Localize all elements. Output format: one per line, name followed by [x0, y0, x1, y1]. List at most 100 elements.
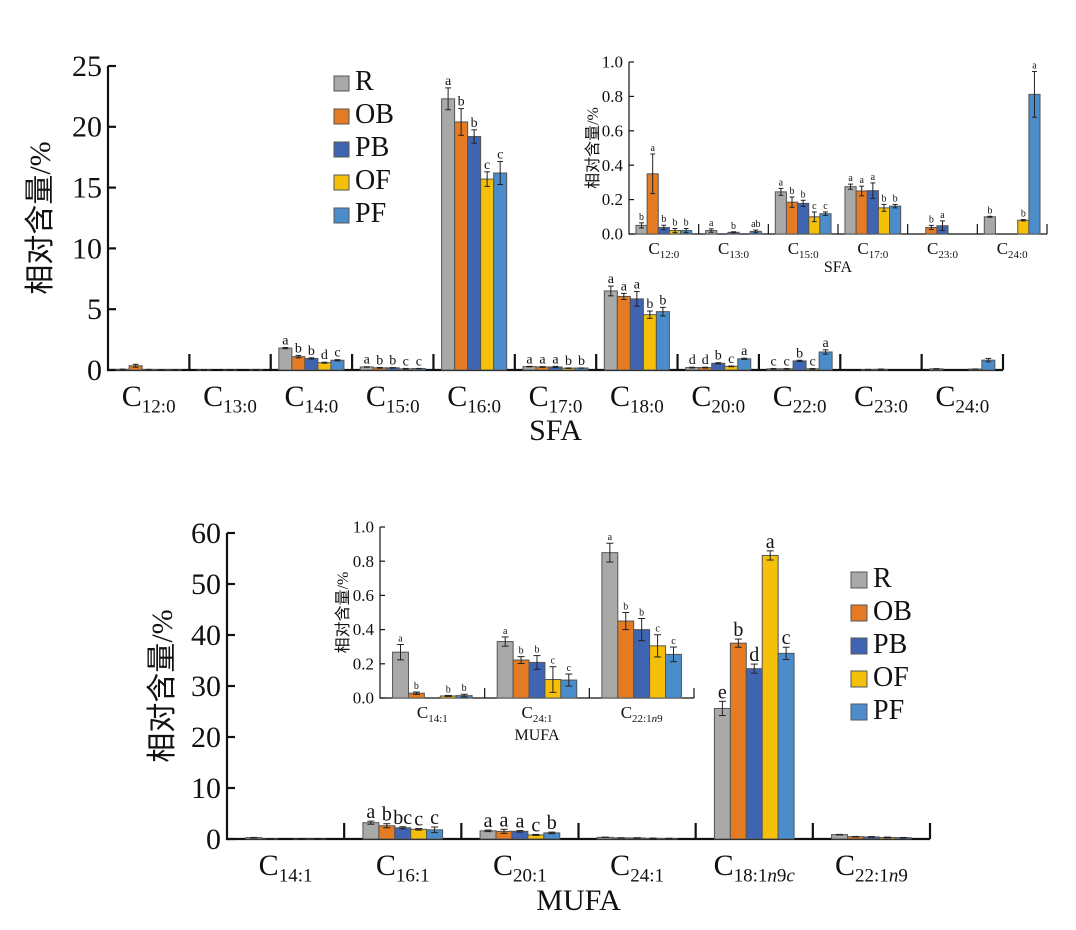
bar-of [761, 554, 779, 840]
x-tick-label-base: C [835, 849, 855, 882]
significance-letter: c [551, 656, 556, 667]
significance-letter: b [458, 95, 465, 110]
significance-letter: c [823, 201, 828, 212]
significance-letter: a [539, 353, 546, 368]
x-tick-label-subscript: 24:0 [955, 397, 989, 418]
x-tick-label-subscript: 24:0 [1008, 249, 1028, 261]
y-tick-label: 0.4 [353, 620, 375, 639]
significance-letter: b [471, 116, 478, 131]
bar-ob [855, 190, 868, 235]
legend-label-pb: PB [355, 132, 389, 163]
significance-letter: c [728, 352, 734, 367]
x-axis-label: MUFA [514, 727, 559, 744]
x-tick-label-base: C [788, 239, 799, 258]
significance-letter: a [515, 811, 524, 833]
y-tick-label: 5 [87, 293, 102, 326]
significance-letter: b [715, 349, 722, 364]
bar-pb [467, 136, 482, 371]
y-tick-label: 25 [72, 50, 102, 83]
y-tick-label: 0.8 [602, 87, 623, 106]
legend-label-ob: OB [355, 99, 394, 130]
significance-letter: a [848, 173, 853, 184]
significance-letter: b [414, 681, 419, 692]
y-tick-label: 0.4 [602, 156, 624, 175]
x-tick-label-subscript: 22:0 [793, 397, 827, 418]
legend-item-of: OF [850, 662, 909, 693]
significance-letter: a [871, 172, 876, 183]
bar-ob [616, 295, 631, 371]
x-tick-label-subscript: 14:1 [279, 866, 313, 887]
significance-letter: a [503, 626, 508, 637]
significance-letter: a [552, 352, 559, 367]
significance-letter: a [859, 175, 864, 186]
x-tick-label: C23:0 [927, 239, 958, 261]
significance-letter: e [718, 681, 727, 703]
x-tick-label-subscript: 22:1 [855, 866, 889, 887]
x-tick-label-base: C [854, 380, 874, 413]
y-tick-label: 20 [191, 721, 221, 754]
significance-letter: c [531, 814, 540, 836]
y-tick-label: 0 [87, 354, 102, 387]
x-tick-label-base: C [285, 380, 305, 413]
significance-letter: b [547, 812, 557, 834]
significance-letter: b [881, 193, 886, 204]
significance-letter: b [987, 205, 992, 216]
significance-letter: c [567, 663, 572, 674]
x-tick-label: C17:0 [529, 380, 583, 418]
significance-letter: b [446, 684, 451, 695]
x-tick-label-subscript: 12:0 [142, 397, 176, 418]
x-tick-label: C12:0 [122, 380, 176, 418]
x-tick-label: C18:0 [610, 380, 664, 418]
significance-letter: b [308, 344, 315, 359]
y-tick-label: 0.8 [353, 552, 374, 571]
bar-r [601, 552, 619, 699]
x-tick-label: C15:0 [788, 239, 819, 261]
bar-ob [291, 356, 306, 371]
legend-swatch-r [850, 571, 868, 589]
legend-item-pf: PF [850, 695, 904, 726]
x-tick-label: C16:0 [447, 380, 501, 418]
bar-r [983, 216, 996, 235]
y-tick-label: 10 [191, 772, 221, 805]
x-tick-label: C12:0 [648, 239, 679, 261]
significance-letter: c [782, 627, 791, 649]
bar-r [441, 98, 456, 371]
significance-letter: c [416, 354, 422, 369]
y-tick-label: 0.6 [602, 121, 623, 140]
x-tick-label-base: C [259, 849, 279, 882]
x-tick-label-base: C [621, 703, 632, 722]
legend-swatch-ob [333, 108, 350, 125]
significance-letter: a [741, 344, 748, 359]
x-tick-label-base: C [447, 380, 467, 413]
x-tick-label-subscript: c [786, 866, 795, 887]
x-tick-label: C20:0 [691, 380, 745, 418]
x-tick-label-base: C [529, 380, 549, 413]
significance-letter: b [801, 189, 806, 200]
x-tick-label-subscript: 20:1 [513, 866, 547, 887]
x-tick-label-base: C [935, 380, 955, 413]
legend-label-of: OF [355, 165, 391, 196]
significance-letter: d [689, 353, 696, 368]
significance-letter: c [403, 354, 409, 369]
x-tick-label-subscript: 9 [777, 866, 787, 887]
x-tick-label-subscript: n [652, 713, 658, 725]
bar-pb [797, 202, 810, 235]
y-tick-label: 30 [191, 670, 221, 703]
x-tick-label-base: C [691, 380, 711, 413]
x-tick-label-subscript: 23:0 [938, 249, 958, 261]
legend-item-ob: OB [333, 99, 394, 130]
y-tick-label: 0 [206, 823, 221, 856]
significance-letter: c [484, 158, 490, 173]
x-tick-label-base: C [376, 849, 396, 882]
significance-letter: b [672, 217, 677, 228]
legend-label-pf: PF [355, 198, 386, 229]
bar-r [496, 641, 514, 699]
x-tick-label-subscript: 18:1 [734, 866, 768, 887]
bar-pf [737, 358, 752, 371]
y-axis-label: 相对含量/% [24, 141, 57, 294]
x-tick-label: C24:0 [997, 239, 1028, 261]
x-axis-label: SFA [824, 259, 853, 276]
bar-r [362, 822, 380, 840]
